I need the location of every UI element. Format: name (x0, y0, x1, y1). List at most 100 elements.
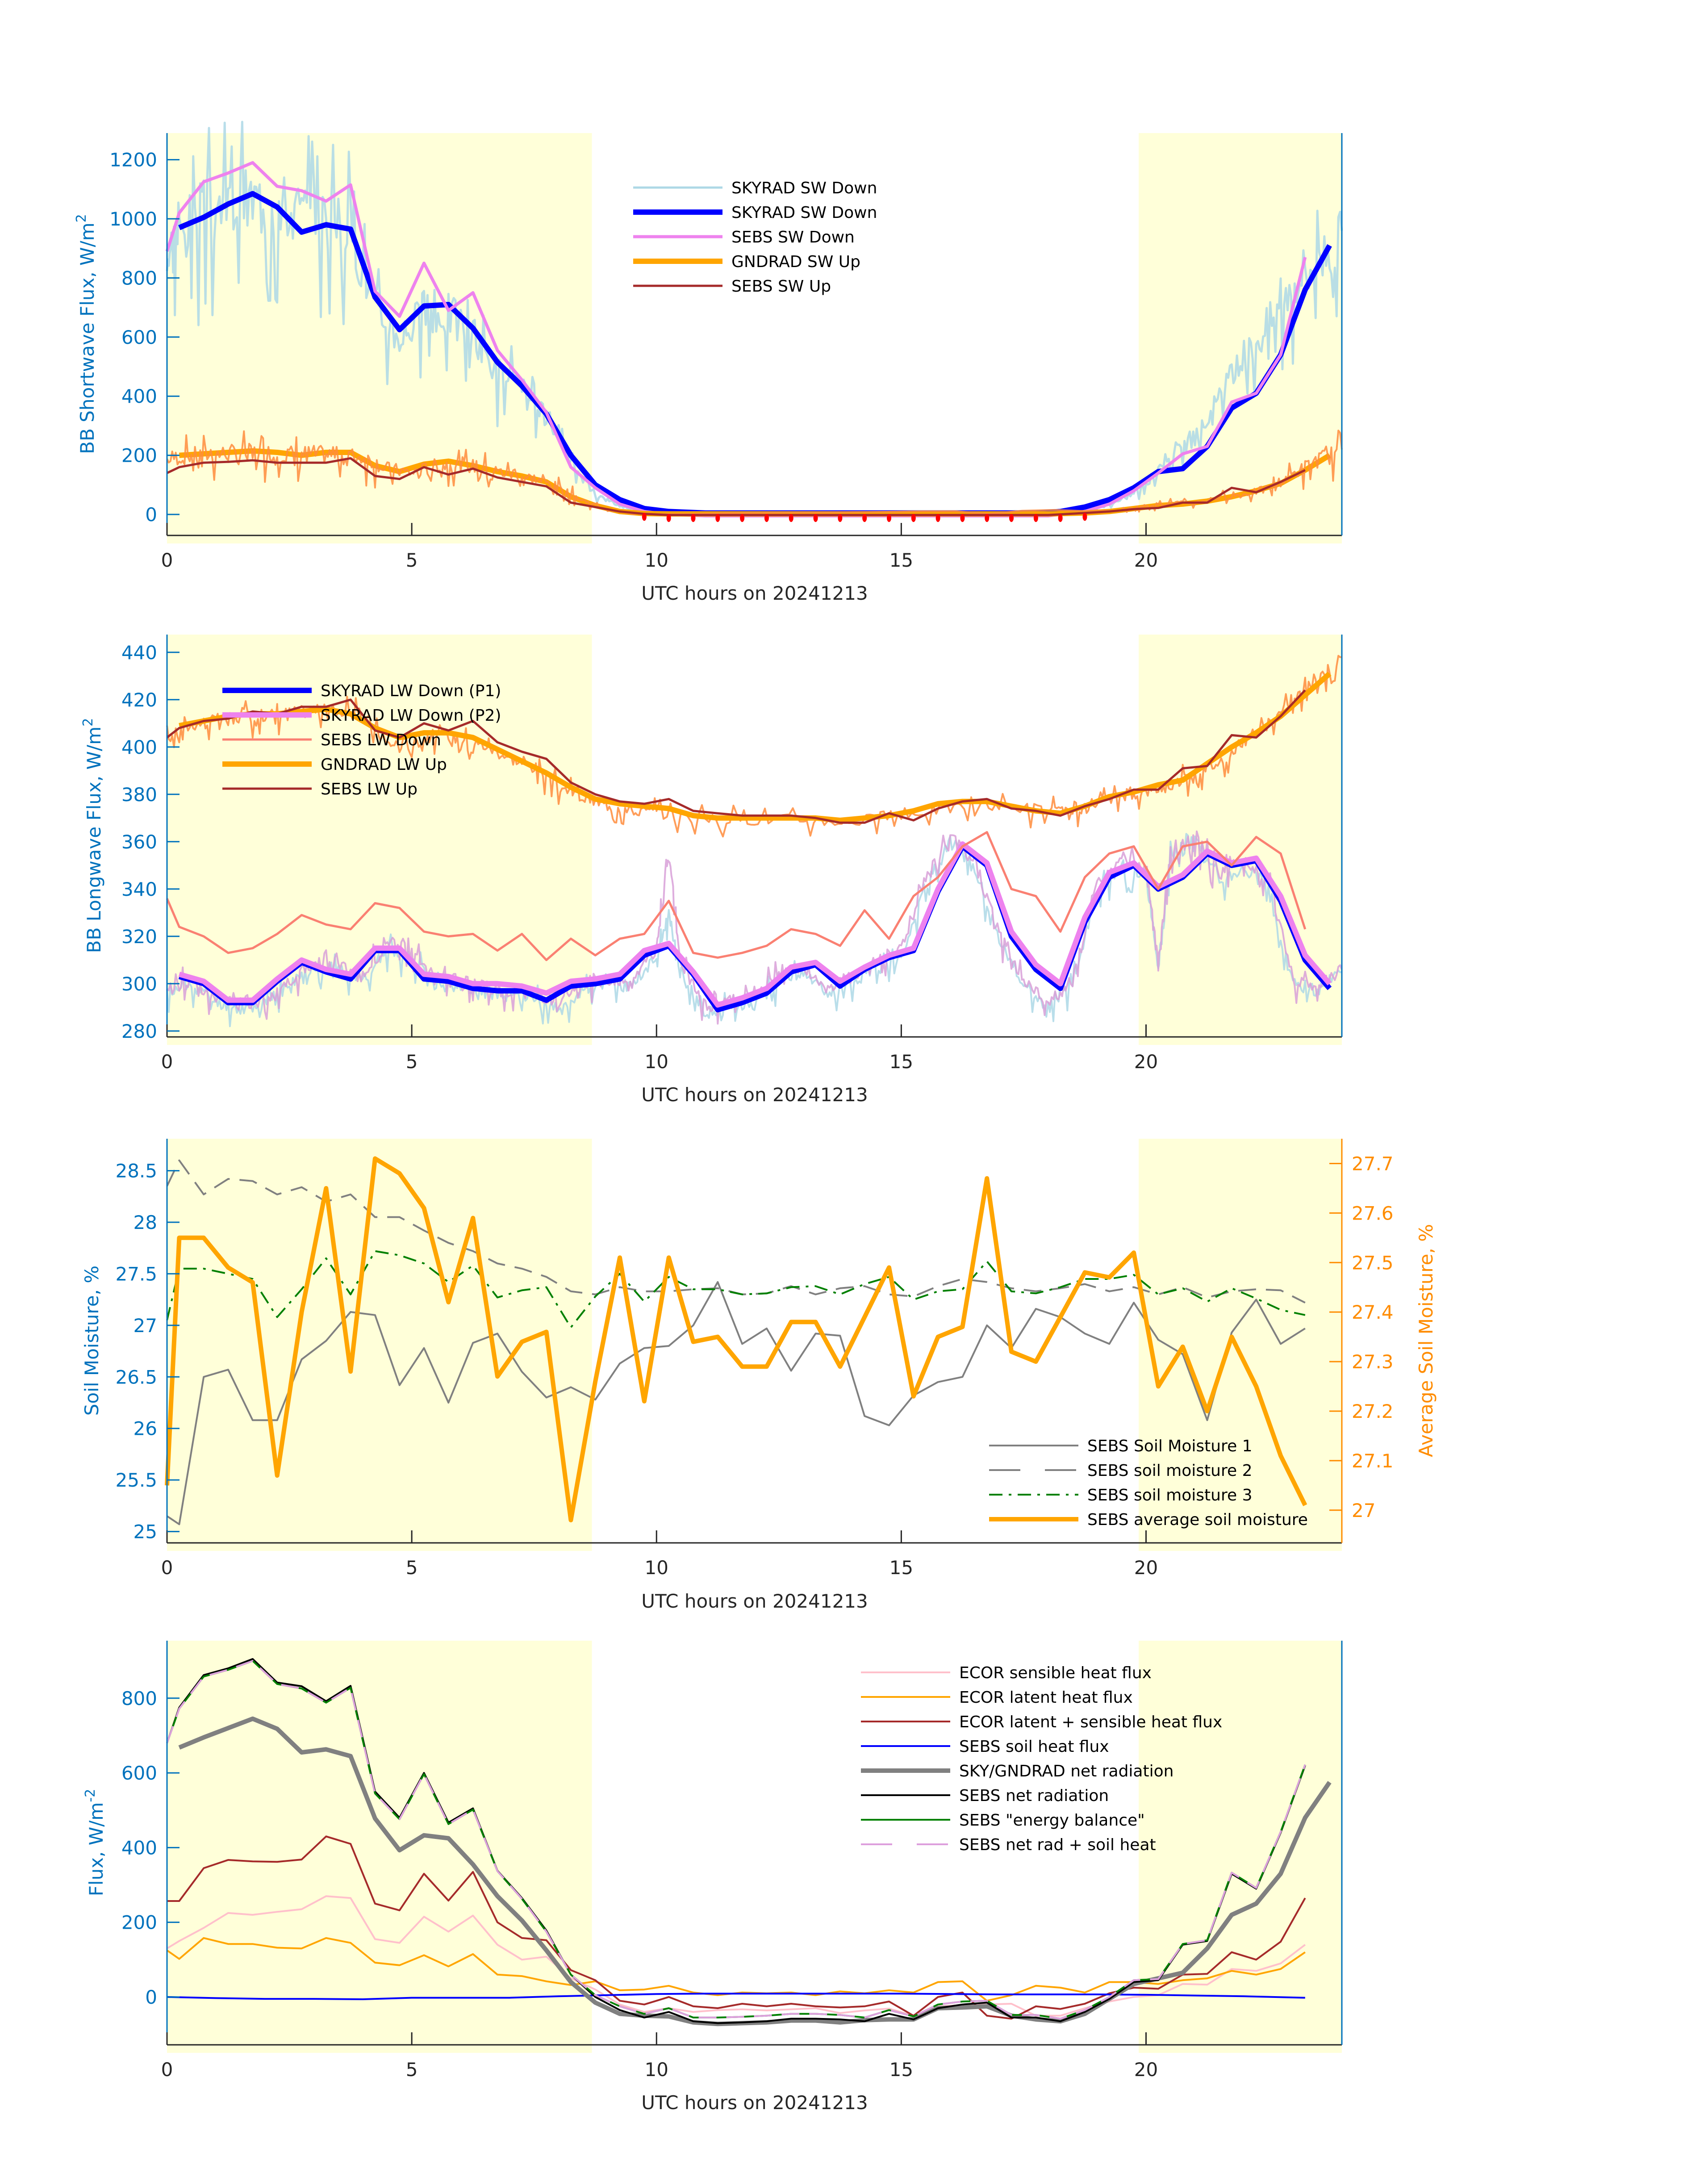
legend-label: SEBS average soil moisture (1087, 1511, 1308, 1529)
series-line-ecor-latent-sensible-heat-flux (167, 1835, 1306, 2020)
x-tick-label: 10 (645, 1557, 668, 1579)
x-axis-label: UTC hours on 20241213 (641, 2092, 868, 2114)
y-right-tick-label: 27.6 (1352, 1202, 1394, 1224)
y-tick-label: 200 (121, 445, 157, 467)
night-shading (167, 1641, 1342, 2053)
y-tick-label: 420 (121, 689, 157, 711)
data-marker (813, 514, 818, 522)
y-tick-label: 26.5 (115, 1366, 157, 1388)
x-axis-label: UTC hours on 20241213 (641, 1590, 868, 1612)
x-axis-label: UTC hours on 20241213 (641, 1084, 868, 1106)
series-layer (166, 1658, 1332, 2027)
series-line-gndrad-sw-up-1-min- (166, 430, 1343, 516)
y-tick-label: 27 (134, 1315, 157, 1337)
y-tick-label: 25 (134, 1521, 157, 1543)
data-marker (1033, 514, 1038, 522)
legend-label: SKYRAD SW Down (731, 204, 877, 222)
data-marker (911, 514, 916, 522)
night-shading (167, 635, 1342, 1045)
data-marker (740, 514, 745, 522)
legend-label: SEBS LW Up (321, 780, 418, 798)
data-marker (1009, 514, 1014, 522)
y-tick-label: 400 (121, 385, 157, 407)
legend-label: SEBS soil heat flux (959, 1738, 1109, 1756)
y-axis-label: BB Longwave Flux, W/m2 (80, 718, 105, 953)
legend-label: SEBS net radiation (959, 1787, 1109, 1805)
data-marker (789, 514, 793, 522)
y-right-tick-label: 27.2 (1352, 1400, 1394, 1422)
y-tick-label: 800 (121, 267, 157, 289)
y-tick-label: 600 (121, 1762, 157, 1784)
y-right-tick-label: 27.5 (1352, 1252, 1394, 1274)
legend-label: SEBS net rad + soil heat (959, 1836, 1156, 1854)
legend-label: SKYRAD LW Down (P2) (321, 706, 501, 725)
series-line-skyrad-lw-down-p2- (178, 841, 1332, 1008)
legend: ECOR sensible heat flux ECOR latent heat … (861, 1664, 1222, 1854)
x-tick-label: 10 (645, 2059, 668, 2081)
x-axis-label: UTC hours on 20241213 (641, 582, 868, 604)
data-marker (666, 514, 671, 522)
y-tick-label: 200 (121, 1912, 157, 1934)
legend-label: SKYRAD SW Down (731, 179, 877, 197)
y-tick-label: 800 (121, 1688, 157, 1709)
y-right-tick-label: 27.4 (1352, 1301, 1394, 1323)
axes: 0 5 10 15 20 25 25.5 26 26.5 27 27.5 28 28.5 27 27.1 27… (115, 1139, 1394, 1579)
x-tick-label: 5 (406, 2059, 418, 2081)
legend-label: SEBS Soil Moisture 1 (1087, 1437, 1253, 1455)
y-tick-label: 360 (121, 831, 157, 853)
data-marker (691, 514, 696, 522)
data-marker (715, 514, 720, 522)
night-shade-region (1139, 133, 1342, 543)
x-tick-label: 5 (406, 1051, 418, 1073)
legend-label: SEBS SW Down (731, 228, 855, 247)
series-line-sebs-sw-up (166, 457, 1306, 516)
x-tick-label: 20 (1134, 2059, 1158, 2081)
data-marker (960, 514, 965, 522)
series-line-sebs-soil-heat-flux (167, 1993, 1305, 2000)
legend: SKYRAD SW Down SKYRAD SW Down SEBS SW Down… (633, 179, 877, 296)
x-tick-label: 0 (161, 549, 173, 571)
legend-label: SKYRAD LW Down (P1) (321, 682, 501, 700)
series-line-sebs-lw-down (166, 831, 1307, 961)
x-tick-label: 5 (406, 1557, 418, 1579)
y-tick-label: 28 (134, 1212, 157, 1233)
x-tick-label: 15 (889, 1557, 913, 1579)
x-tick-label: 0 (161, 2059, 173, 2081)
data-marker (1082, 513, 1087, 521)
x-tick-label: 15 (889, 1051, 913, 1073)
series-layer (165, 121, 1343, 522)
night-shade-region (1139, 1641, 1342, 2053)
night-shade-region (167, 1139, 592, 1551)
y-tick-label: 380 (121, 784, 157, 806)
x-tick-label: 20 (1134, 549, 1158, 571)
y-tick-label: 0 (145, 504, 157, 526)
data-marker (764, 514, 769, 522)
y-tick-label: 1200 (109, 149, 157, 171)
x-tick-label: 20 (1134, 1557, 1158, 1579)
legend-label: SEBS soil moisture 3 (1087, 1486, 1252, 1504)
data-marker (838, 514, 843, 522)
legend-label: ECOR latent heat flux (959, 1688, 1133, 1707)
legend-label: ECOR latent + sensible heat flux (959, 1713, 1222, 1731)
y-right-tick-label: 27.3 (1352, 1351, 1394, 1373)
legend-label: SEBS "energy balance" (959, 1811, 1145, 1830)
x-tick-label: 0 (161, 1051, 173, 1073)
y-tick-label: 400 (121, 1837, 157, 1859)
y-tick-label: 340 (121, 878, 157, 900)
x-tick-label: 15 (889, 2059, 913, 2081)
night-shade-region (167, 133, 592, 543)
panel-longwave: 0 5 10 15 20 280 300 320 340 360 380 400 420 440 SKYR… (80, 635, 1343, 1106)
night-shade-region (1139, 1139, 1342, 1551)
x-tick-label: 15 (889, 549, 913, 571)
legend-label: SEBS SW Up (731, 277, 831, 296)
y-right-tick-label: 27 (1352, 1500, 1375, 1521)
x-tick-label: 10 (645, 1051, 668, 1073)
series-line-sebs-average-soil-moisture (165, 1156, 1307, 1522)
y-tick-label: 280 (121, 1020, 157, 1042)
y-right-tick-label: 27.7 (1352, 1153, 1394, 1174)
axes: 0 5 10 15 20 280 300 320 340 360 380 400 420 440 (121, 635, 1343, 1073)
legend-label: SEBS LW Down (321, 731, 441, 749)
y-tick-label: 26 (134, 1418, 157, 1440)
